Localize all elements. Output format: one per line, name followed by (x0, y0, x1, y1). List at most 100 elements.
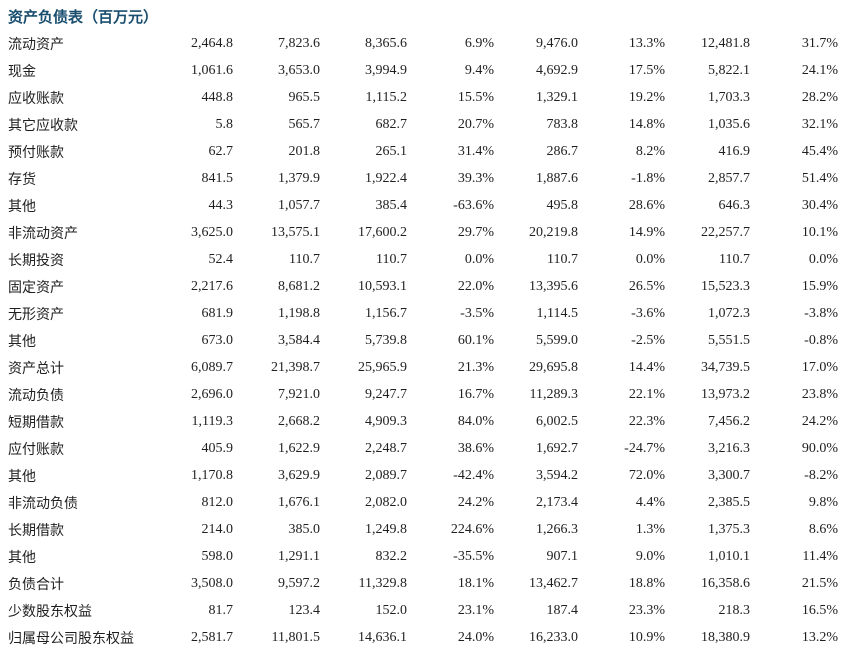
cell-value: 405.9 (201, 440, 234, 456)
table-row: 应收账款 448.8 965.5 1,115.2 15.5% 1,329.1 19.2% 1,… (8, 84, 838, 111)
cell-value: -8.2% (804, 467, 838, 483)
cell-value: 1,119.3 (191, 413, 233, 429)
cell-value: 1.3% (635, 521, 665, 537)
cell-value: 3,508.0 (191, 575, 233, 591)
cell-value: 1,266.3 (536, 521, 578, 537)
table-row: 流动资产 2,464.8 7,823.6 8,365.6 6.9% 9,476.0 13.3… (8, 30, 838, 57)
cell-value: 1,622.9 (278, 440, 320, 456)
cell-value: 4,909.3 (365, 413, 407, 429)
row-label: 其他 (8, 199, 36, 215)
cell-value: 2,696.0 (191, 386, 233, 402)
cell-value: 385.0 (288, 521, 321, 537)
cell-value: 60.1% (457, 332, 494, 348)
cell-value: 18.1% (457, 575, 494, 591)
cell-value: 681.9 (201, 305, 234, 321)
cell-value: 1,291.1 (278, 548, 320, 564)
cell-value: 110.7 (289, 251, 320, 267)
cell-value: 2,089.7 (365, 467, 407, 483)
row-label: 流动资产 (8, 37, 64, 53)
cell-value: 3,216.3 (708, 440, 750, 456)
balance-sheet-body: 流动资产 2,464.8 7,823.6 8,365.6 6.9% 9,476.0 13.3… (8, 30, 838, 651)
cell-value: 9.8% (808, 494, 838, 510)
cell-value: 1,692.7 (536, 440, 578, 456)
cell-value: 965.5 (288, 89, 321, 105)
cell-value: 16,358.6 (701, 575, 750, 591)
cell-value: 110.7 (719, 251, 750, 267)
cell-value: 2,464.8 (191, 35, 233, 51)
table-row: 存货 841.5 1,379.9 1,922.4 39.3% 1,887.6 -1.8% 2,… (8, 165, 838, 192)
cell-value: 19.2% (628, 89, 665, 105)
cell-value: 28.6% (628, 197, 665, 213)
cell-value: 3,300.7 (708, 467, 750, 483)
row-label: 少数股东权益 (8, 604, 92, 620)
cell-value: 15,523.3 (701, 278, 750, 294)
cell-value: 24.2% (457, 494, 494, 510)
row-label: 其他 (8, 550, 36, 566)
cell-value: 9,476.0 (536, 35, 578, 51)
cell-value: 16,233.0 (529, 629, 578, 645)
cell-value: -63.6% (453, 197, 494, 213)
cell-value: 9.4% (464, 62, 494, 78)
cell-value: 1,198.8 (278, 305, 320, 321)
cell-value: 31.4% (457, 143, 494, 159)
cell-value: 8,365.6 (365, 35, 407, 51)
cell-value: 5,599.0 (536, 332, 578, 348)
row-label: 非流动负债 (8, 496, 78, 512)
cell-value: 2,173.4 (536, 494, 578, 510)
cell-value: 9,597.2 (278, 575, 320, 591)
cell-value: 2,581.7 (191, 629, 233, 645)
table-row: 长期投资 52.4 110.7 110.7 0.0% 110.7 0.0% 110.7 0.0% (8, 246, 838, 273)
table-row: 应付账款 405.9 1,622.9 2,248.7 38.6% 1,692.7 -24.7… (8, 435, 838, 462)
cell-value: -3.6% (631, 305, 665, 321)
cell-value: 72.0% (628, 467, 665, 483)
cell-value: 7,456.2 (708, 413, 750, 429)
cell-value: 12,481.8 (701, 35, 750, 51)
cell-value: 13,575.1 (271, 224, 320, 240)
cell-value: 0.0% (635, 251, 665, 267)
cell-value: 11,329.8 (358, 575, 407, 591)
cell-value: 44.3 (208, 197, 234, 213)
cell-value: -24.7% (624, 440, 665, 456)
cell-value: 32.1% (801, 116, 838, 132)
cell-value: 22,257.7 (701, 224, 750, 240)
cell-value: 13,395.6 (529, 278, 578, 294)
cell-value: 218.3 (718, 602, 751, 618)
cell-value: 90.0% (801, 440, 838, 456)
cell-value: 1,035.6 (708, 116, 750, 132)
cell-value: 21.3% (457, 359, 494, 375)
cell-value: 10,593.1 (358, 278, 407, 294)
cell-value: 13,973.2 (701, 386, 750, 402)
row-label: 归属母公司股东权益 (8, 631, 134, 647)
cell-value: 3,594.2 (536, 467, 578, 483)
table-row: 少数股东权益 81.7 123.4 152.0 23.1% 187.4 23.3% 218.3… (8, 597, 838, 624)
cell-value: 1,379.9 (278, 170, 320, 186)
row-label: 存货 (8, 172, 36, 188)
cell-value: 14,636.1 (358, 629, 407, 645)
cell-value: 8,681.2 (278, 278, 320, 294)
row-label: 非流动资产 (8, 226, 78, 242)
cell-value: 25,965.9 (358, 359, 407, 375)
cell-value: 4.4% (635, 494, 665, 510)
cell-value: 565.7 (288, 116, 321, 132)
cell-value: 17,600.2 (358, 224, 407, 240)
cell-value: 416.9 (718, 143, 751, 159)
table-row: 非流动资产 3,625.0 13,575.1 17,600.2 29.7% 20,219.… (8, 219, 838, 246)
cell-value: 8.2% (635, 143, 665, 159)
row-label: 应收账款 (8, 91, 64, 107)
cell-value: 13.3% (628, 35, 665, 51)
cell-value: 16.7% (457, 386, 494, 402)
cell-value: 23.1% (457, 602, 494, 618)
cell-value: -1.8% (631, 170, 665, 186)
page-title: 资产负债表（百万元） (8, 10, 159, 26)
cell-value: 84.0% (457, 413, 494, 429)
cell-value: 11,801.5 (271, 629, 320, 645)
table-row: 资产总计 6,089.7 21,398.7 25,965.9 21.3% 29,695.8… (8, 354, 838, 381)
cell-value: 2,857.7 (708, 170, 750, 186)
cell-value: 5,822.1 (708, 62, 750, 78)
cell-value: 17.0% (801, 359, 838, 375)
cell-value: 5,739.8 (365, 332, 407, 348)
table-row: 其他 44.3 1,057.7 385.4 -63.6% 495.8 28.6% 646.3 3… (8, 192, 838, 219)
cell-value: 24.1% (801, 62, 838, 78)
cell-value: 18.8% (628, 575, 665, 591)
cell-value: 8.6% (808, 521, 838, 537)
